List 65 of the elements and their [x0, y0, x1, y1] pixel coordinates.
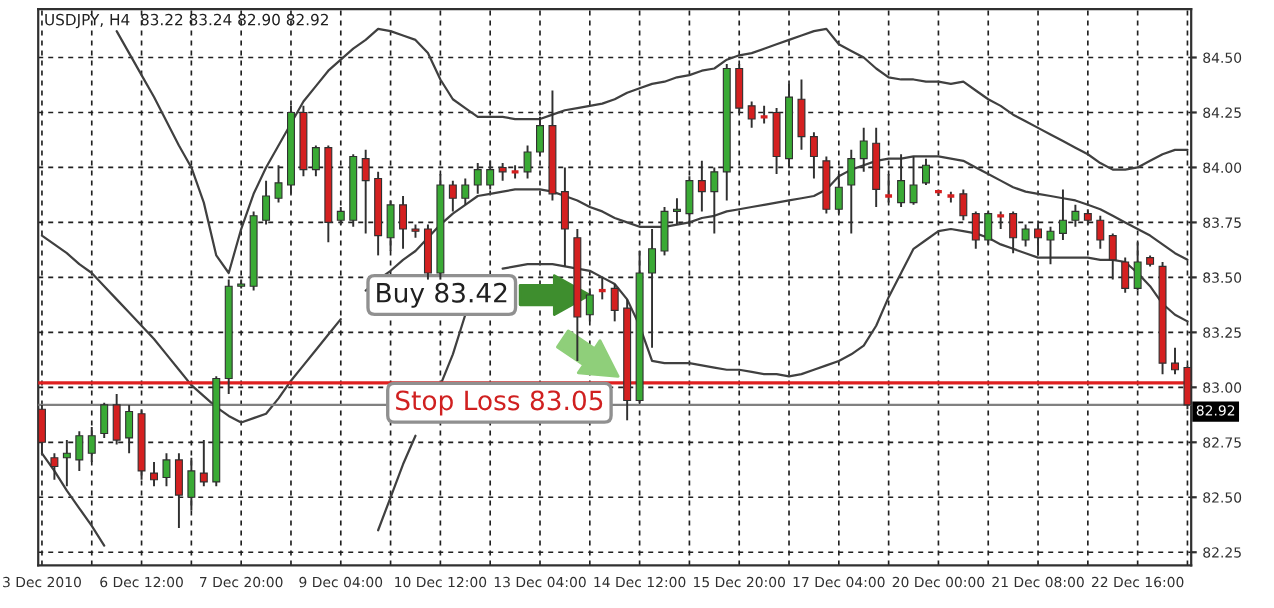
candlestick [50, 452, 59, 481]
candlestick [87, 425, 96, 464]
candlestick [909, 155, 918, 206]
candlestick [922, 157, 930, 186]
candlestick [262, 179, 271, 226]
candlestick [174, 452, 183, 530]
candlestick [872, 126, 881, 208]
annotation: Buy 83.42 [377, 282, 507, 308]
candlestick [648, 228, 657, 349]
candlestick [187, 456, 196, 512]
candlestick [274, 164, 283, 204]
candlestick [1034, 223, 1043, 257]
candlestick [1108, 232, 1117, 281]
candlestick [797, 78, 806, 151]
candlestick [585, 287, 594, 323]
candlestick [1046, 225, 1055, 266]
annotation: Stop Loss 83.05 [396, 390, 603, 416]
candlestick [834, 173, 843, 215]
candlestick [1058, 188, 1067, 241]
candlestick [1021, 223, 1030, 248]
candlestick [399, 195, 408, 250]
candlestick [847, 148, 856, 235]
candlestick [883, 173, 894, 204]
candlestick [473, 162, 482, 195]
candlestick [710, 166, 719, 235]
candlestick [162, 452, 171, 488]
candlestick [747, 100, 756, 129]
candlestick [809, 131, 818, 180]
candlestick [62, 439, 71, 488]
candlestick [859, 126, 868, 173]
candlestick [597, 276, 608, 301]
candlestick [1121, 256, 1130, 294]
candlestick [461, 177, 470, 206]
candlestick [311, 144, 320, 178]
line-series [115, 27, 1189, 275]
candlestick [610, 283, 619, 323]
candlestick [984, 210, 993, 246]
candlestick [959, 188, 968, 222]
candlestick [361, 148, 370, 235]
candlestick [523, 144, 532, 180]
candlestick [486, 159, 495, 191]
candlestick [448, 179, 457, 213]
candlestick [1071, 203, 1080, 228]
candlestick [1133, 241, 1142, 292]
candlestick [772, 107, 781, 176]
candlestick [672, 197, 681, 226]
candlestick [697, 159, 706, 213]
candlestick [199, 439, 208, 488]
candlestick [100, 401, 109, 439]
candlestick [660, 206, 669, 257]
candlestick [560, 166, 569, 268]
candlestick [423, 223, 432, 281]
candlestick [971, 210, 980, 250]
candlestick [1096, 214, 1105, 250]
candlestick [1171, 346, 1179, 376]
candlestick [735, 63, 744, 114]
candlestick [112, 392, 121, 446]
candlestick [685, 175, 694, 228]
candlestick [150, 461, 158, 488]
candlestick [75, 430, 84, 472]
candlestick [536, 115, 544, 158]
candlestick [386, 199, 395, 252]
candlestick [125, 403, 134, 455]
candlestick [897, 153, 906, 208]
candlestick [1009, 210, 1018, 255]
